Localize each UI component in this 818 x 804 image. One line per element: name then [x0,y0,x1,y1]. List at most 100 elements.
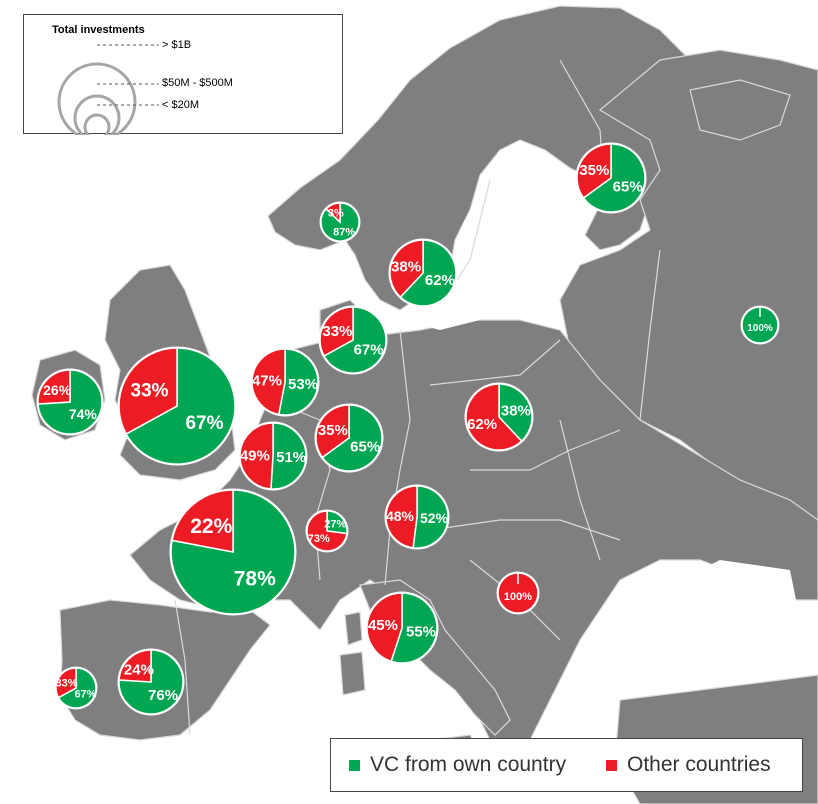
pie-denmark: 67%33% [318,305,388,375]
pie-slice-own-sweden [399,239,457,307]
pie-slice-own-poland [498,383,533,443]
pie-label-own-france: 78% [234,568,276,591]
color-legend: VC from own country Other countries [330,738,803,792]
pie-label-own-russia: 100% [747,323,773,334]
pie-label-other-netherlands: 47% [252,373,282,390]
pie-slice-other-poland [465,383,523,451]
pie-norway: 87% 3% [319,201,361,243]
pie-slice-other-austria [385,485,418,549]
pie-slice-own-switzerland [326,510,348,535]
pie-slice-other-sweden [389,239,424,299]
pie-label-other-sweden: 38% [391,259,421,276]
pie-label-other-uk: 33% [131,380,169,401]
size-legend: Total investments > $1B $50M - $500M < $… [23,14,343,135]
pie-label-own-portugal: 67% [74,688,96,700]
pie-austria: 52% 48% [384,484,450,550]
pie-germany: 65%35% [314,403,384,473]
pie-slice-other-switzerland [306,510,348,552]
pie-slice-other-denmark [319,306,354,357]
pie-label-own-spain: 76% [148,687,178,704]
pie-label-other-switzerland: 73% [308,533,330,545]
pie-label-own-switzerland: 27% [324,519,346,531]
pie-label-other-italy: 45% [368,617,398,634]
pie-sweden: 62%38% [388,238,458,308]
legend-swatch-own [349,759,360,771]
pie-label-own-norway: 87% [333,226,355,238]
size-circle-medium [73,94,121,135]
pie-label-other-germany: 35% [318,422,348,439]
pie-slice-other-italy [366,592,403,663]
pie-spain: 76% 24% [117,648,185,716]
corsica-land [344,611,363,646]
pie-switzerland: 27%73% [305,509,349,553]
legend-label-own: VC from own country [370,753,567,776]
pie-slice-own-belgium [270,422,307,490]
pie-label-own-finland: 65% [613,179,643,196]
pie-label-other-finland: 35% [579,162,609,179]
size-legend-circles [57,44,159,135]
pie-label-other-ireland: 26% [43,382,72,398]
size-label-large: > $1B [162,39,192,51]
pie-label-own-austria: 52% [420,510,449,526]
legend-item-own: VC from own country [349,753,566,777]
pie-serbia: 100% [496,571,540,615]
pie-label-own-uk: 67% [185,413,223,434]
pie-netherlands: 53% 47% [250,347,320,417]
pie-slice-own-portugal [57,667,97,709]
pie-label-own-netherlands: 53% [288,376,318,393]
pie-label-own-ireland: 74% [69,406,98,422]
pie-slice-own-denmark [323,306,387,374]
size-label-medium: $50M - $500M [162,77,233,89]
pie-slice-own-austria [412,485,449,549]
pie-label-own-belgium: 51% [276,449,306,466]
pie-slice-own-uk [125,347,236,465]
pie-belgium: 51% 49% [238,421,308,491]
size-legend-title: Total investments [52,24,145,36]
size-circle-small [83,113,111,135]
pie-label-other-norway: 3% [328,207,344,219]
pie-slice-own-netherlands [277,348,319,416]
pie-slice-own-germany [321,404,383,472]
black-sea [650,560,800,660]
pie-label-other-france: 22% [190,515,232,538]
pie-slice-other-uk [118,347,178,435]
kola-land [689,79,791,141]
legend-item-other: Other countries [606,753,771,777]
pie-label-other-belgium: 49% [240,448,270,465]
pie-label-own-denmark: 67% [354,341,384,358]
pie-russia: 100% [740,305,780,345]
pie-ireland: 74% 26% [36,368,104,436]
pie-label-other-denmark: 33% [322,323,352,340]
pie-slice-other-norway [325,202,341,224]
pie-label-other-poland: 62% [467,416,497,433]
pie-label-own-italy: 55% [406,623,436,640]
pie-slice-own-finland [582,143,646,213]
pie-slice-own-norway [320,202,360,242]
pie-charts: 87%3%65%35%62%38%67%33% 100%74%26%67%33% 5… [36,142,780,716]
pie-france: 78% 22% [169,488,297,616]
pie-uk: 67% 33% [117,346,237,466]
pie-label-other-austria: 48% [386,508,415,524]
pie-slice-other-portugal [55,667,77,699]
size-circle-large [57,62,137,135]
pie-slice-other-finland [576,143,612,200]
pie-label-own-sweden: 62% [425,272,455,289]
pie-slice-other-germany [315,404,350,459]
sardinia-land [339,651,366,696]
pie-slice-other-netherlands [251,348,286,416]
pie-poland: 38%62% [464,382,534,452]
pie-slice-other-france [171,489,234,553]
pie-label-own-germany: 65% [350,438,380,455]
pie-slice-other-spain [118,649,152,683]
baltic-sea [420,150,565,330]
pie-label-other-spain: 24% [124,661,154,678]
pie-slice-other-ireland [37,369,71,405]
pie-label-other-portugal: 33% [56,677,78,689]
pie-label-other-serbia: 100% [504,591,532,603]
pie-portugal: 67%33% [54,666,98,710]
size-label-small: < $20M [162,99,199,111]
pie-italy: 55% 45% [365,591,439,665]
pie-slice-other-belgium [239,422,274,490]
pie-label-own-poland: 38% [501,403,531,420]
legend-swatch-other [606,759,617,771]
